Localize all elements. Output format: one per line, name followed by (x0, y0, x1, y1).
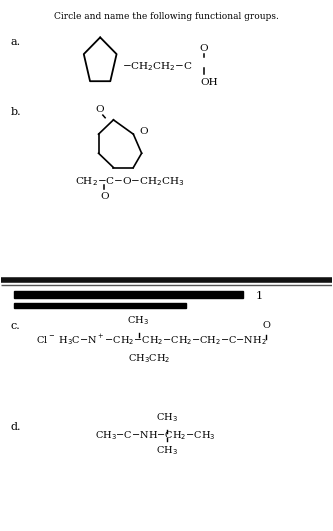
Text: CH$_2$$-$C$-$O$-$CH$_2$CH$_3$: CH$_2$$-$C$-$O$-$CH$_2$CH$_3$ (75, 175, 185, 188)
Text: O: O (95, 105, 104, 114)
Text: $-$CH$_2$CH$_2$$-$C: $-$CH$_2$CH$_2$$-$C (122, 60, 192, 73)
Text: CH$_3$CH$_2$: CH$_3$CH$_2$ (128, 352, 171, 365)
Text: O: O (100, 192, 109, 201)
Text: O: O (200, 44, 208, 53)
Text: 1: 1 (256, 291, 263, 301)
Text: d.: d. (11, 422, 21, 432)
Text: Circle and name the following functional groups.: Circle and name the following functional… (54, 12, 279, 21)
Text: OH: OH (200, 78, 218, 87)
Text: CH$_3$: CH$_3$ (128, 315, 149, 328)
Text: Cl$^-$ H$_3$C$-$N$^+$$-$CH$_2$$-$CH$_2$$-$CH$_2$$-$CH$_2$$-$C$-$NH$_2$: Cl$^-$ H$_3$C$-$N$^+$$-$CH$_2$$-$CH$_2$$… (36, 332, 266, 347)
Text: b.: b. (11, 107, 21, 117)
Text: CH$_3$$-$C$-$NH$-$CH$_2$$-$CH$_3$: CH$_3$$-$C$-$NH$-$CH$_2$$-$CH$_3$ (95, 430, 216, 442)
Text: CH$_3$: CH$_3$ (156, 444, 177, 457)
Text: CH$_3$: CH$_3$ (156, 412, 177, 424)
FancyBboxPatch shape (14, 303, 186, 308)
Text: c.: c. (11, 321, 20, 331)
Text: O: O (262, 321, 270, 330)
FancyBboxPatch shape (14, 292, 243, 298)
Text: O: O (139, 127, 148, 136)
Text: a.: a. (11, 37, 21, 47)
